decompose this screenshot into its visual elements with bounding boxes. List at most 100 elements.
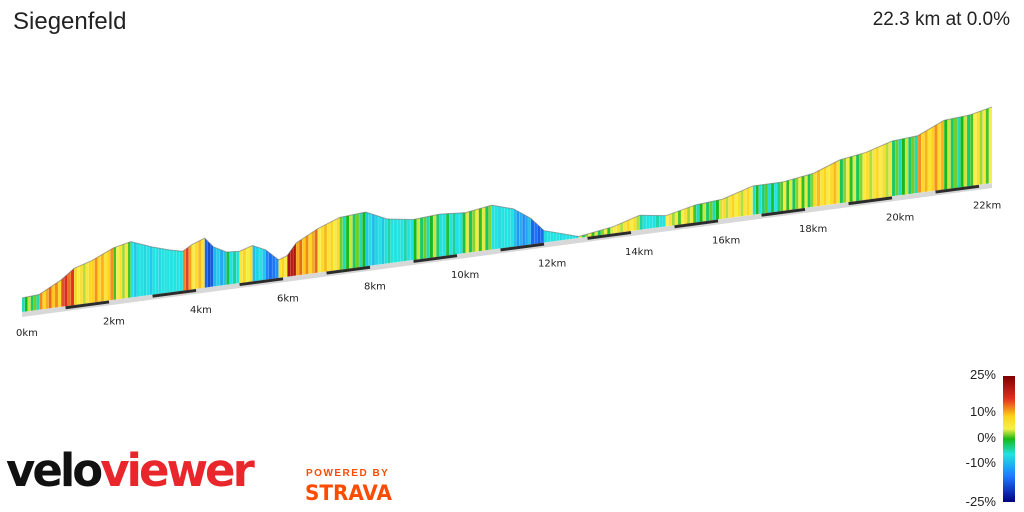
profile-slice bbox=[908, 136, 912, 195]
profile-slice bbox=[271, 254, 276, 279]
profile-slice bbox=[655, 215, 660, 228]
profile-slice bbox=[374, 214, 379, 266]
profile-slice bbox=[494, 205, 499, 250]
km-tick-label: 12km bbox=[538, 259, 566, 270]
profile-slice bbox=[875, 146, 880, 199]
profile-slice bbox=[258, 247, 263, 281]
profile-slice bbox=[629, 217, 634, 232]
profile-slice bbox=[436, 213, 440, 258]
profile-slice bbox=[758, 184, 763, 215]
profile-slice bbox=[88, 260, 92, 304]
profile-slice bbox=[152, 246, 156, 295]
profile-slice bbox=[770, 182, 775, 213]
profile-slice bbox=[953, 117, 958, 189]
km-tick-label: 14km bbox=[625, 247, 653, 258]
profile-slice bbox=[530, 217, 535, 245]
profile-slice bbox=[911, 136, 915, 194]
profile-slice bbox=[846, 156, 850, 203]
profile-slice bbox=[680, 208, 685, 225]
profile-slice bbox=[419, 217, 424, 260]
profile-slice bbox=[393, 218, 398, 263]
km-marker-bar bbox=[761, 206, 806, 217]
profile-slice bbox=[51, 283, 56, 309]
logo-viewer-text: viewer bbox=[100, 444, 255, 497]
profile-slice bbox=[872, 147, 876, 200]
profile-slice bbox=[213, 246, 217, 287]
profile-slice bbox=[731, 193, 735, 218]
grade-color-scale bbox=[1003, 376, 1015, 502]
profile-slice bbox=[352, 213, 357, 269]
km-marker-bar bbox=[587, 230, 632, 240]
profile-slice bbox=[761, 184, 766, 214]
profile-slice bbox=[823, 166, 827, 206]
profile-slice bbox=[779, 181, 784, 212]
profile-slice bbox=[278, 258, 282, 279]
km-tick-label: 8km bbox=[364, 282, 386, 293]
distance-axis: 0km 2km 4km 6km 8km 10km 12km 14km 16km 18km 20km 2… bbox=[16, 201, 1001, 339]
km-marker-bar bbox=[500, 241, 545, 252]
profile-slice bbox=[317, 226, 322, 273]
profile-slice bbox=[985, 107, 990, 185]
profile-slice bbox=[462, 212, 466, 254]
profile-slice bbox=[82, 262, 86, 305]
profile-slice bbox=[67, 270, 72, 307]
profile-slice bbox=[914, 135, 919, 194]
profile-slice bbox=[792, 178, 796, 210]
profile-slice bbox=[323, 223, 328, 273]
profile-slice bbox=[895, 139, 899, 197]
profile-slice bbox=[715, 199, 720, 220]
profile-slice bbox=[339, 216, 343, 270]
km-tick-label: 20km bbox=[886, 212, 914, 223]
profile-slice bbox=[767, 183, 772, 214]
profile-slice bbox=[292, 242, 297, 277]
profile-slice bbox=[839, 158, 844, 204]
profile-slice bbox=[197, 239, 202, 289]
profile-slice bbox=[79, 264, 84, 305]
profile-slice bbox=[507, 207, 511, 248]
profile-slice bbox=[516, 210, 520, 247]
profile-slice bbox=[773, 182, 778, 213]
profile-slice bbox=[755, 184, 760, 215]
km-tick-label: 6km bbox=[277, 293, 299, 304]
profile-slice bbox=[60, 276, 65, 308]
profile-slice bbox=[556, 232, 560, 242]
profile-slice bbox=[413, 218, 417, 261]
profile-slice bbox=[921, 131, 925, 193]
profile-slice bbox=[816, 169, 821, 207]
profile-slice bbox=[807, 173, 811, 208]
profile-slice bbox=[833, 161, 837, 205]
profile-slice bbox=[432, 214, 437, 258]
km-marker-bar bbox=[674, 218, 719, 229]
profile-slice bbox=[543, 230, 548, 243]
profile-slice bbox=[677, 209, 682, 225]
profile-slice bbox=[416, 217, 421, 260]
profile-slice bbox=[204, 237, 208, 288]
strava-logo[interactable]: STRAVA bbox=[305, 481, 392, 505]
profile-slice bbox=[639, 214, 644, 231]
profile-slice bbox=[426, 215, 430, 259]
profile-slice bbox=[94, 256, 99, 303]
profile-slice bbox=[365, 211, 369, 267]
profile-slice bbox=[21, 297, 26, 313]
profile-slice bbox=[36, 294, 40, 311]
profile-slice bbox=[262, 248, 266, 281]
veloviewer-logo[interactable]: veloviewer bbox=[6, 448, 255, 493]
profile-slice bbox=[136, 242, 141, 297]
profile-slice bbox=[252, 245, 257, 282]
profile-slice bbox=[314, 228, 318, 274]
profile-slice bbox=[829, 162, 834, 205]
profile-slice bbox=[406, 219, 411, 262]
profile-slice bbox=[458, 212, 463, 255]
profile-slice bbox=[410, 219, 414, 261]
profile-slice bbox=[718, 199, 723, 220]
profile-slice bbox=[320, 225, 325, 273]
profile-slice bbox=[649, 215, 653, 229]
profile-slice bbox=[326, 221, 331, 272]
profile-slice bbox=[342, 215, 347, 270]
profile-slice bbox=[533, 221, 538, 245]
profile-slice bbox=[216, 247, 221, 287]
km-marker-bar bbox=[413, 253, 458, 263]
profile-slice bbox=[519, 211, 523, 247]
profile-slice bbox=[891, 140, 896, 197]
profile-slice bbox=[752, 185, 757, 216]
